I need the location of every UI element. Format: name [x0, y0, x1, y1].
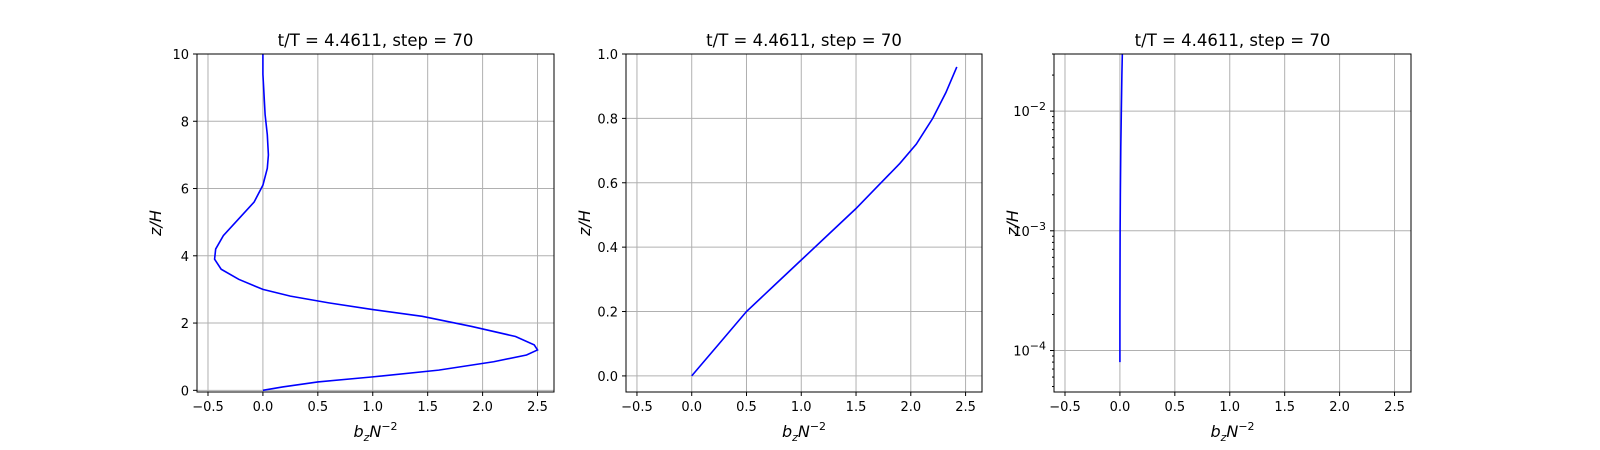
y-tick-label: 10−4 [1013, 339, 1046, 359]
y-tick-label: 8 [181, 115, 189, 130]
x-tick-label: 1.5 [846, 400, 867, 415]
data-line [691, 66, 958, 377]
y-tick-label: 0.4 [597, 241, 618, 256]
y-tick-label: 1.0 [597, 48, 618, 63]
x-tick-label: −0.5 [192, 400, 224, 415]
y-tick-label: 10−2 [1013, 100, 1046, 120]
x-tick-label: 2.0 [900, 400, 921, 415]
y-axis-label: z/H [1003, 210, 1022, 237]
plot-frame [1053, 53, 1412, 393]
y-axis-label: z/H [146, 210, 165, 237]
x-tick-label: −0.5 [621, 400, 653, 415]
y-tick-label: 10−3 [1013, 220, 1046, 240]
x-tick-label: 1.0 [1219, 400, 1240, 415]
x-tick-label: 2.5 [1384, 400, 1405, 415]
x-tick-label: 0.5 [1164, 400, 1185, 415]
y-tick-label: 0.8 [597, 112, 618, 127]
y-axis-label: z/H [575, 210, 594, 237]
y-tick-label: 10 [172, 48, 189, 63]
x-tick-label: 0.5 [736, 400, 757, 415]
x-tick-label: 0.0 [1110, 400, 1131, 415]
x-tick-label: 0.0 [253, 400, 274, 415]
y-tick-label: 0.0 [597, 370, 618, 385]
x-tick-label: 2.5 [955, 400, 976, 415]
y-tick-label: 0.6 [597, 177, 618, 192]
y-tick-label: 0 [181, 384, 189, 399]
x-axis-label: bzN−2 [1210, 420, 1254, 444]
x-tick-label: −0.5 [1049, 400, 1081, 415]
plot-frame [196, 53, 555, 393]
x-tick-label: 1.0 [362, 400, 383, 415]
panel-2: −0.5 0.0 0.5 1.0 1.5 2.0 2.50.00.20.40.60.81.0… [575, 31, 983, 444]
chart-title: t/T = 4.4611, step = 70 [278, 31, 474, 50]
x-tick-label: 2.5 [527, 400, 548, 415]
plot-frame [625, 53, 983, 393]
x-tick-label: 2.0 [1329, 400, 1350, 415]
x-tick-label: 1.5 [417, 400, 438, 415]
panel-3: −0.5 0.0 0.5 1.0 1.5 2.0 2.5 10−4 10−3 10−2 t/T = … [1003, 31, 1412, 444]
x-axis-label: bzN−2 [782, 420, 826, 444]
data-line [213, 54, 539, 392]
x-tick-label: 1.5 [1274, 400, 1295, 415]
x-axis-label: bzN−2 [353, 420, 397, 444]
y-tick-label: 2 [181, 317, 189, 332]
panel-1: −0.5 0.0 0.5 1.0 1.5 2.0 2.5 0 2 4 6 8 10 t/T = 4.461… [146, 31, 555, 444]
chart-title: t/T = 4.4611, step = 70 [1135, 31, 1331, 50]
x-tick-label: 0.0 [681, 400, 702, 415]
y-tick-label: 6 [181, 183, 189, 198]
chart-title: t/T = 4.4611, step = 70 [706, 31, 902, 50]
x-tick-label: 2.0 [472, 400, 493, 415]
y-tick-label: 4 [181, 250, 189, 265]
data-line [1119, 53, 1124, 363]
x-tick-label: 0.5 [307, 400, 328, 415]
y-tick-label: 0.2 [597, 306, 618, 321]
x-tick-label: 1.0 [791, 400, 812, 415]
